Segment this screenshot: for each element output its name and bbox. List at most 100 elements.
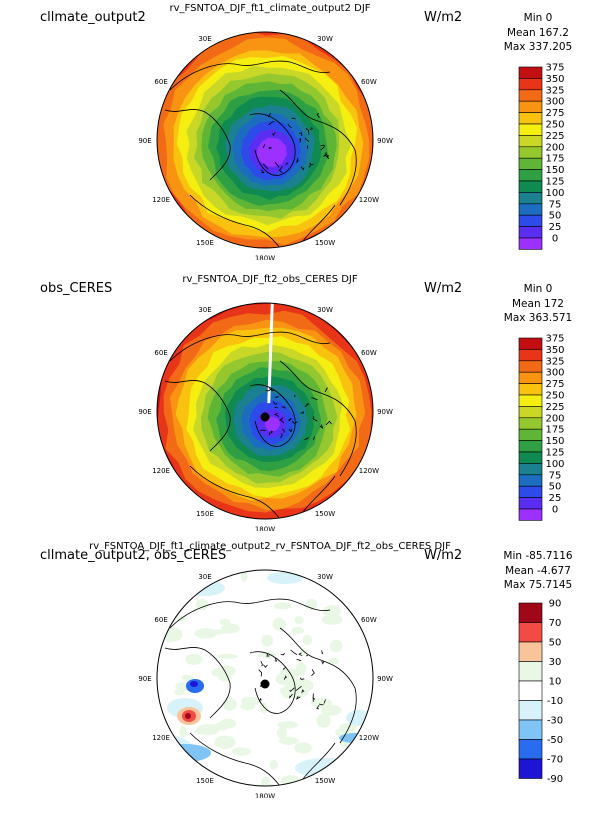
coastline — [268, 432, 270, 436]
coastline — [320, 144, 325, 147]
polar-map: 30E 30W 60E 60W 90E 90W 120E 120W 150E 150W 180W — [138, 31, 393, 260]
colorbar-box — [518, 237, 543, 250]
coastline — [279, 89, 357, 206]
colorbar-label: -30 — [547, 716, 563, 727]
coastline — [295, 696, 301, 700]
longitude-label: 120W — [359, 467, 379, 475]
field-blob — [214, 735, 236, 749]
field-blob — [272, 617, 286, 631]
field-layer — [157, 32, 373, 248]
longitude-label: 30E — [198, 35, 211, 43]
stat-max: Max 75.7145 — [503, 579, 573, 591]
field-blob — [217, 653, 239, 659]
field-blob — [159, 744, 211, 762]
colorbar-label: 225 — [545, 131, 564, 142]
longitude-label: 30E — [198, 573, 211, 581]
colorbar-label: 10 — [549, 677, 562, 688]
field-blob — [195, 598, 209, 611]
coastline — [288, 417, 292, 422]
stat-mean: Mean -4.677 — [505, 564, 571, 577]
coastline — [311, 397, 318, 401]
coastline — [278, 166, 283, 173]
coastline — [260, 169, 265, 174]
coastline — [283, 675, 287, 680]
units-label: W/m2 — [424, 10, 463, 25]
colorbar-box — [518, 66, 543, 79]
colorbar: 3753503253002752502252001751501251007550… — [518, 63, 565, 250]
colorbar-label: 30 — [549, 657, 562, 668]
case-label: cllmate_output2 — [40, 10, 146, 25]
colorbar-label: 325 — [545, 356, 564, 367]
colorbar-label: 250 — [545, 120, 564, 131]
plot-title: rv_FSNTOA_DJF_ft1_climate_output2_rv_FSN… — [89, 541, 451, 552]
colorbar-box — [518, 123, 543, 136]
coastline — [292, 421, 298, 425]
colorbar-box — [518, 497, 543, 510]
coastline — [169, 598, 331, 629]
stat-max: Max 337.205 — [503, 41, 573, 53]
coastline — [304, 403, 310, 408]
coastline — [294, 395, 296, 397]
longitude-label: 60W — [361, 78, 377, 86]
coastline — [300, 411, 304, 414]
field-blob — [329, 639, 343, 652]
colorbar-label: 375 — [545, 63, 564, 74]
coastline — [287, 123, 292, 129]
colorbar-box — [518, 700, 543, 721]
colorbar-label: 100 — [545, 459, 564, 470]
field-blob — [181, 674, 194, 681]
longitude-label: 30W — [317, 35, 333, 43]
colorbar-label: 275 — [545, 108, 564, 119]
colorbar-label: -70 — [547, 755, 563, 766]
coastline — [300, 166, 305, 171]
field-blob — [339, 722, 357, 733]
coastline — [290, 649, 298, 655]
coastline — [272, 131, 276, 136]
longitude-label: 150E — [196, 510, 214, 518]
coastline — [164, 647, 231, 719]
plot-title: rv_FSNTOA_DJF_ft2_obs_CERES DJF — [182, 274, 358, 285]
plot-title: rv_FSNTOA_DJF_ft1_climate_output2 DJF — [169, 3, 371, 14]
coastlines — [164, 60, 357, 248]
coastline — [265, 388, 273, 392]
case-label: cllmate_output2, obs_CERES — [40, 548, 227, 563]
colorbar-label: -90 — [547, 774, 563, 785]
panel-diff: cllmate_output2, obs_CERES rv_FSNTOA_DJF… — [0, 538, 606, 808]
coastline — [319, 424, 324, 429]
field-blob — [346, 710, 373, 726]
coastline — [324, 152, 327, 157]
longitude-label: 60E — [154, 616, 167, 624]
coastline — [262, 144, 266, 149]
colorbar-box — [518, 641, 543, 662]
coastlines — [164, 331, 357, 519]
field-blob — [185, 713, 191, 719]
colorbar-label: 300 — [545, 97, 564, 108]
coastline — [325, 420, 332, 426]
colorbar-box — [518, 394, 543, 407]
map-border — [156, 31, 374, 249]
colorbar-label: 50 — [549, 211, 562, 222]
field-blob — [200, 727, 214, 734]
coastline — [324, 387, 329, 393]
field-band — [265, 416, 280, 432]
coastline — [280, 419, 285, 424]
colorbar-box — [518, 78, 543, 91]
colorbar-box — [518, 739, 543, 760]
colorbar-box — [518, 719, 543, 740]
field-blob — [316, 713, 331, 728]
polar-map: 30E 30W 60E 60W 90E 90W 120E 120W 150E 150W 180W — [138, 569, 393, 798]
colorbar-label: 70 — [549, 618, 562, 629]
field-blob — [322, 605, 342, 618]
field-blob — [291, 626, 305, 634]
field-blob — [273, 602, 292, 610]
stat-min: Min -85.7116 — [503, 550, 573, 562]
coastline — [274, 396, 279, 398]
colorbar-box — [518, 440, 543, 453]
stats-block: Min 0 Mean 167.2 Max 337.205 — [490, 11, 586, 55]
coastline — [326, 153, 329, 158]
coastline — [312, 416, 318, 422]
colorbar-box — [518, 157, 543, 170]
colorbar-box — [518, 680, 543, 701]
colorbar-label: 350 — [545, 74, 564, 85]
longitude-label: 90W — [377, 675, 393, 683]
